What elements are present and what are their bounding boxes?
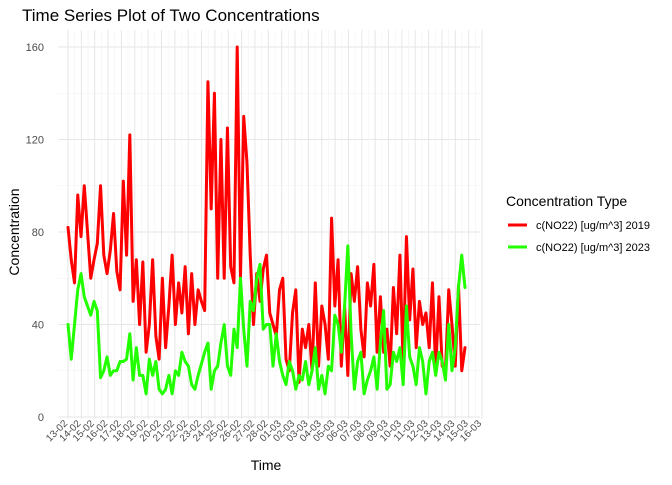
axes: 0408012016013-0214-0215-0216-0217-0218-0… xyxy=(26,42,485,444)
y-tick-label: 40 xyxy=(32,320,44,332)
legend-title: Concentration Type xyxy=(506,193,627,209)
chart-title: Time Series Plot of Two Concentrations xyxy=(22,6,320,25)
x-axis-label: Time xyxy=(251,457,282,473)
y-tick-label: 120 xyxy=(26,135,44,147)
series-line-1 xyxy=(66,45,467,384)
series-lines xyxy=(66,45,467,396)
legend-label: c(NO22) [ug/m^3] 2023 xyxy=(536,242,650,254)
y-tick-label: 160 xyxy=(26,42,44,54)
legend: Concentration Type c(NO22) [ug/m^3] 2019… xyxy=(506,193,650,254)
series-line-2 xyxy=(66,244,467,396)
y-axis-label: Concentration xyxy=(6,188,22,275)
legend-label: c(NO22) [ug/m^3] 2019 xyxy=(536,220,650,232)
y-tick-label: 80 xyxy=(32,227,44,239)
y-tick-label: 0 xyxy=(38,412,44,424)
